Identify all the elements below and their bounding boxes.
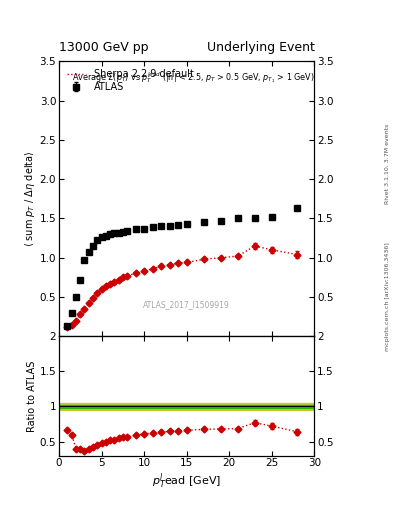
Sherpa 2.2.9 default <box>65 324 70 330</box>
Sherpa 2.2.9 default <box>270 247 274 253</box>
Sherpa 2.2.9 default <box>150 266 155 272</box>
Bar <box>59 404 314 408</box>
Sherpa 2.2.9 default <box>159 263 163 269</box>
Sherpa 2.2.9 default <box>69 322 74 328</box>
Sherpa 2.2.9 default <box>82 306 87 312</box>
Sherpa 2.2.9 default <box>120 274 125 281</box>
Sherpa 2.2.9 default <box>176 260 180 266</box>
Text: mcplots.cern.ch [arXiv:1306.3436]: mcplots.cern.ch [arXiv:1306.3436] <box>385 243 389 351</box>
Sherpa 2.2.9 default <box>116 276 121 283</box>
Sherpa 2.2.9 default <box>219 254 223 261</box>
Sherpa 2.2.9 default <box>133 270 138 276</box>
Sherpa 2.2.9 default <box>78 311 83 317</box>
Text: Average $\Sigma(p_T)$ vs $p_T^{lead}$ ($|$h$|$ < 2.5, $p_T$ > 0.5 GeV, $p_{T_1}$: Average $\Sigma(p_T)$ vs $p_T^{lead}$ ($… <box>72 70 314 84</box>
Sherpa 2.2.9 default <box>142 268 147 274</box>
Bar <box>59 403 314 410</box>
Text: Rivet 3.1.10, 3.7M events: Rivet 3.1.10, 3.7M events <box>385 124 389 204</box>
Sherpa 2.2.9 default <box>125 273 129 279</box>
Y-axis label: Ratio to ATLAS: Ratio to ATLAS <box>27 360 37 432</box>
Sherpa 2.2.9 default <box>73 317 78 324</box>
Sherpa 2.2.9 default <box>86 300 91 306</box>
Sherpa 2.2.9 default <box>235 253 240 259</box>
Sherpa 2.2.9 default <box>99 286 104 292</box>
Sherpa 2.2.9 default <box>103 283 108 289</box>
X-axis label: $p_T^l$ead [GeV]: $p_T^l$ead [GeV] <box>152 471 221 491</box>
Sherpa 2.2.9 default <box>91 295 95 301</box>
Text: ATLAS_2017_I1509919: ATLAS_2017_I1509919 <box>143 300 230 309</box>
Y-axis label: $\langle$ sum $p_T$ / $\Delta\eta$ delta$\rangle$: $\langle$ sum $p_T$ / $\Delta\eta$ delta… <box>23 151 37 247</box>
Sherpa 2.2.9 default <box>112 279 117 285</box>
Sherpa 2.2.9 default <box>252 243 257 249</box>
Text: Underlying Event: Underlying Event <box>207 41 314 54</box>
Sherpa 2.2.9 default <box>201 256 206 262</box>
Sherpa 2.2.9 default <box>108 281 112 287</box>
Text: 13000 GeV pp: 13000 GeV pp <box>59 41 149 54</box>
Sherpa 2.2.9 default <box>167 262 172 268</box>
Sherpa 2.2.9 default <box>184 260 189 266</box>
Sherpa 2.2.9 default <box>95 290 100 296</box>
Sherpa 2.2.9 default <box>295 251 300 258</box>
Legend: Sherpa 2.2.9 default, ATLAS: Sherpa 2.2.9 default, ATLAS <box>64 66 197 95</box>
Line: Sherpa 2.2.9 default: Sherpa 2.2.9 default <box>68 246 298 327</box>
